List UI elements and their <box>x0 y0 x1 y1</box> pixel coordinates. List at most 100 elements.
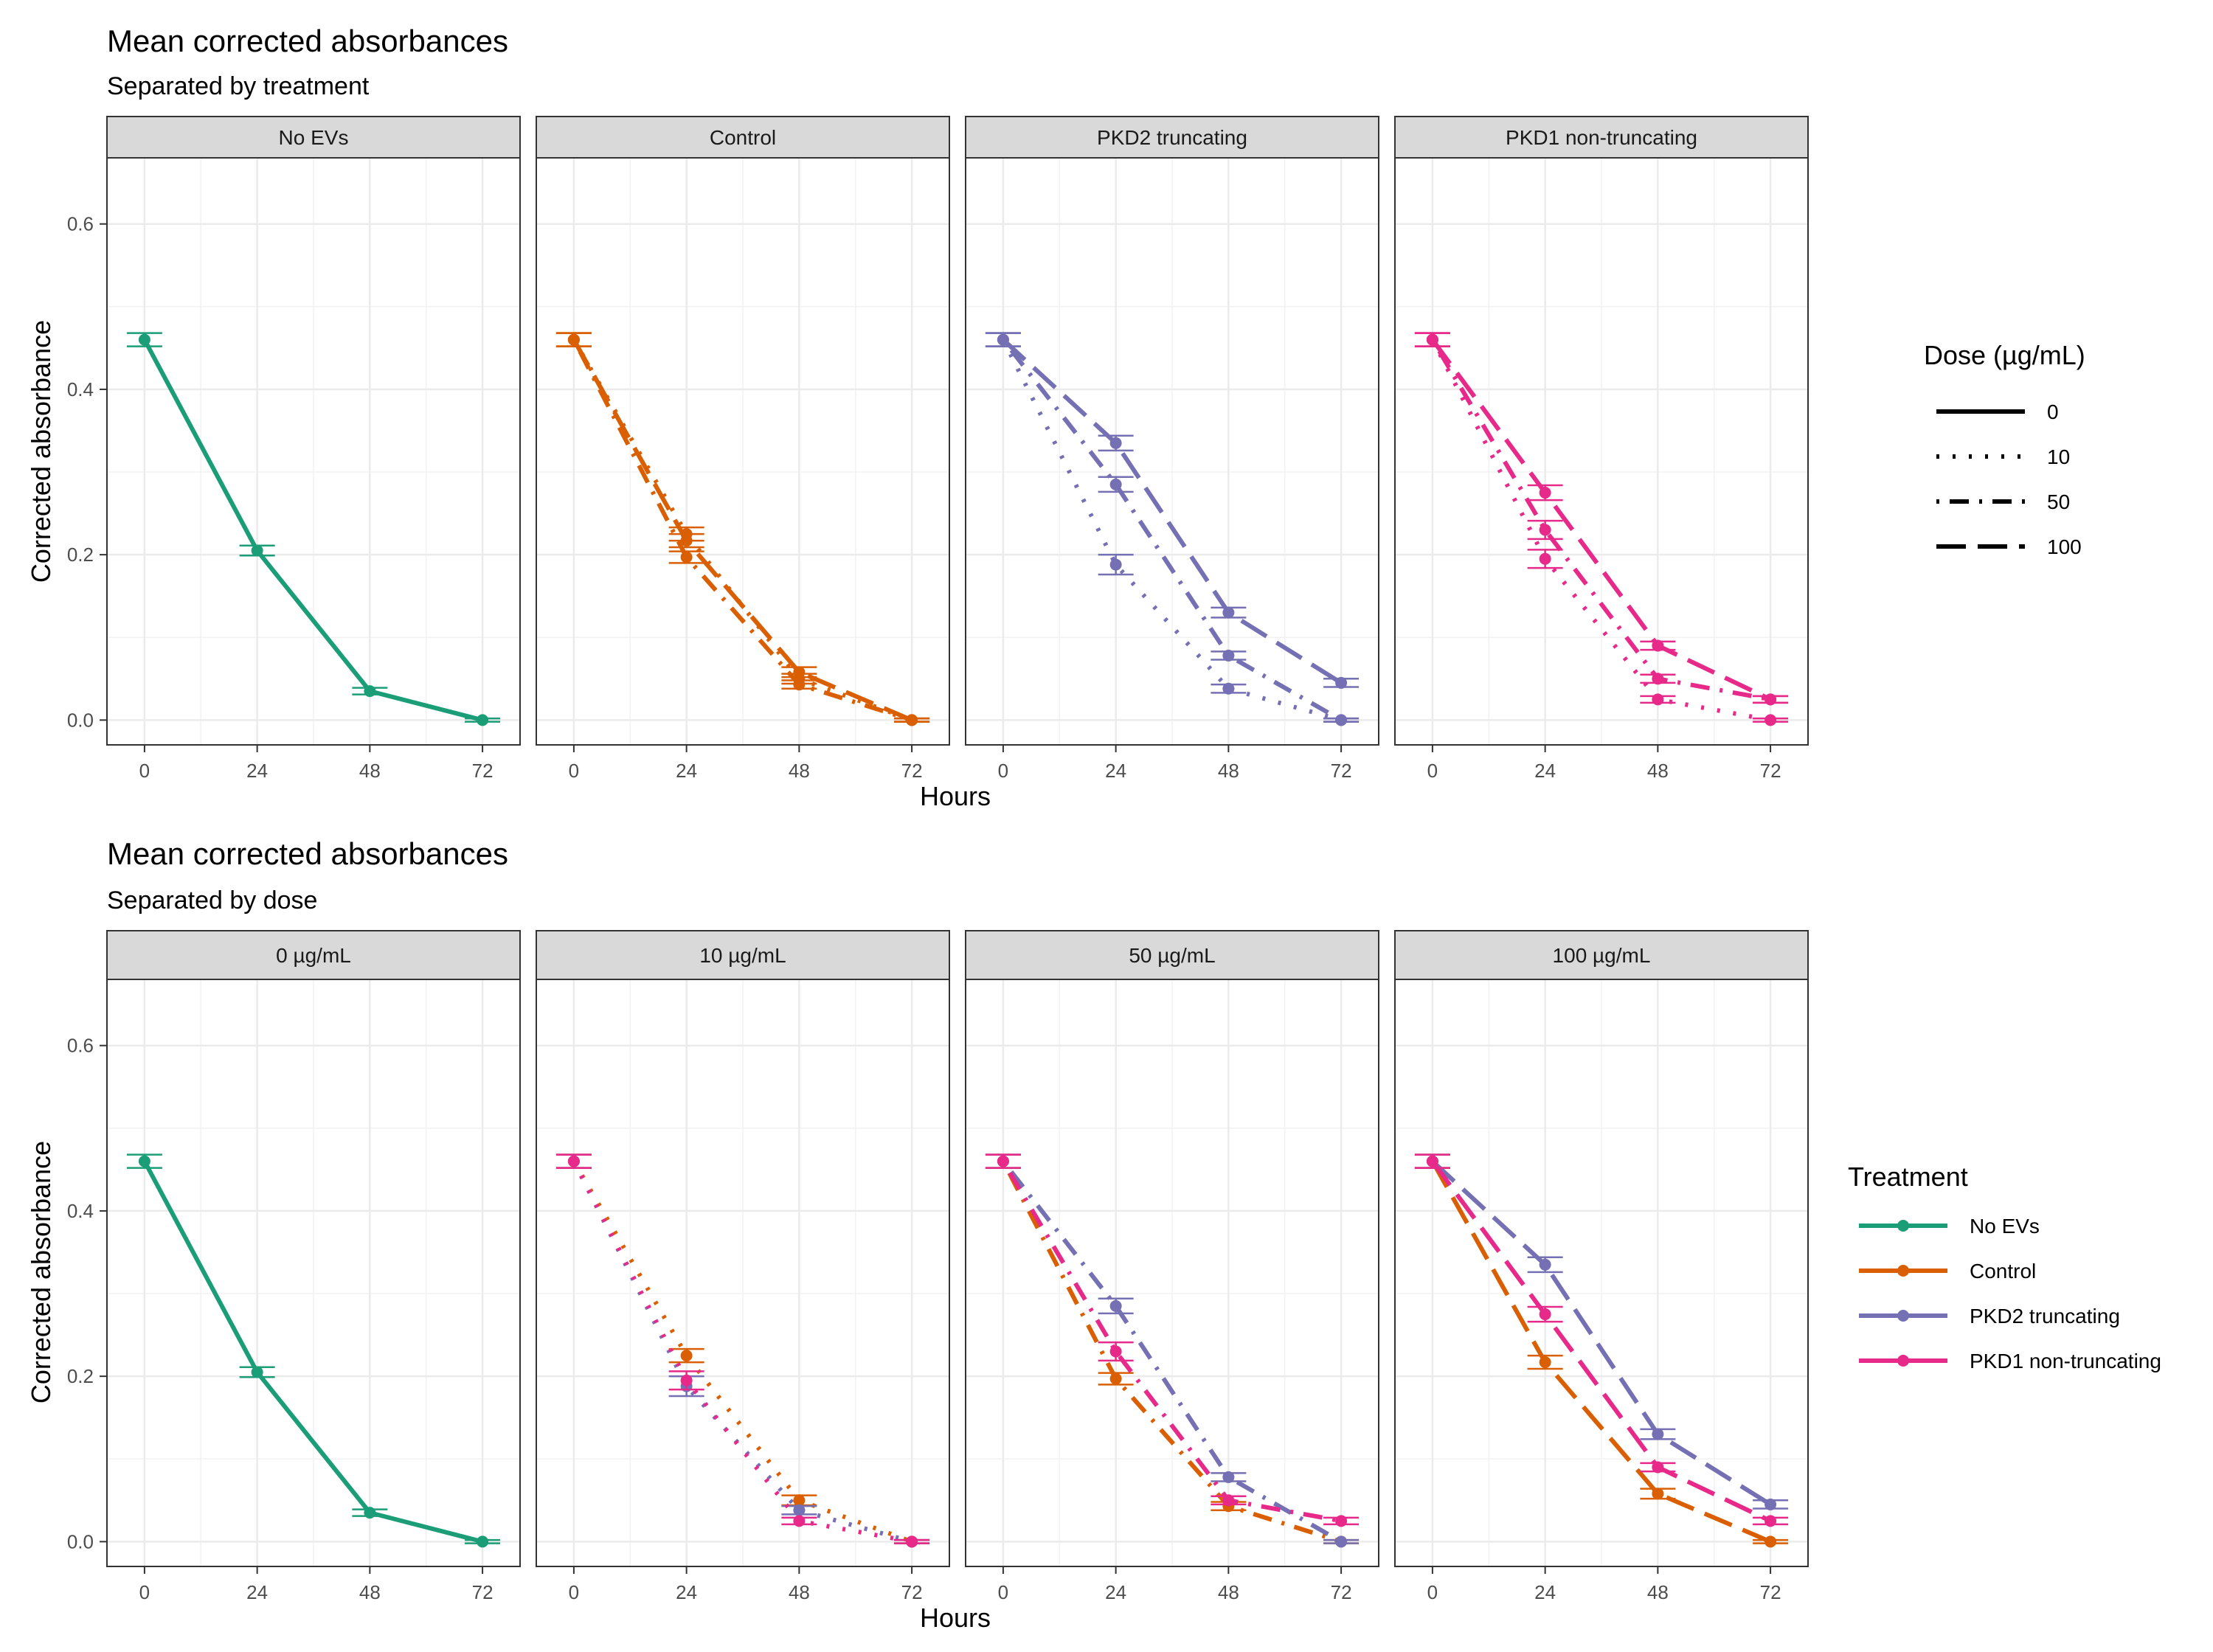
series-line <box>1430 339 1771 702</box>
data-point <box>793 666 806 678</box>
x-tick-label: 0 <box>1427 760 1438 782</box>
x-tick-label: 0 <box>569 760 579 782</box>
bottom-panel-1: 0 µg/mL 0 24 48 72 0.0 0.2 0.4 0.6 <box>67 930 521 1603</box>
panel-strip-label: No EVs <box>279 126 349 149</box>
y-tick-label: 0.6 <box>67 1035 94 1057</box>
treatment-legend-point <box>1897 1310 1909 1322</box>
x-tick-label: 24 <box>246 760 268 782</box>
series-line <box>142 1160 483 1544</box>
x-tick-label: 24 <box>1534 760 1556 782</box>
panel-border <box>965 157 1379 746</box>
x-tick-label: 72 <box>901 1581 923 1603</box>
panel-border <box>536 157 950 746</box>
data-point <box>1652 1461 1664 1474</box>
dose-legend: Dose (µg/mL) 0 10 50 100 <box>1924 340 2085 558</box>
treatment-legend-label: PKD1 non-truncating <box>1970 1350 2161 1372</box>
panel-strip <box>536 116 950 159</box>
treatment-legend: Treatment No EVs Control PKD2 truncating PK… <box>1848 1162 2161 1372</box>
series-line <box>1430 1159 1772 1507</box>
data-point <box>1539 1308 1551 1321</box>
x-tick-label: 0 <box>139 1581 150 1603</box>
series-3 <box>555 332 930 726</box>
x-tick-label: 72 <box>472 760 493 782</box>
top-panel-4: PKD1 non-truncating 0 24 48 72 <box>1394 116 1809 782</box>
panel-strip <box>1394 930 1809 980</box>
x-tick-label: 72 <box>1760 760 1781 782</box>
x-tick-label: 48 <box>359 760 381 782</box>
panel-strip-label: Control <box>710 126 776 149</box>
series-line <box>1001 1159 1343 1544</box>
treatment-legend-label: PKD2 truncating <box>1970 1305 2120 1328</box>
data-point <box>1764 714 1777 726</box>
data-point <box>1222 606 1235 619</box>
series-line <box>1430 1160 1772 1544</box>
panel-border <box>106 157 521 746</box>
data-point <box>567 1155 580 1167</box>
x-tick-label: 72 <box>901 760 923 782</box>
data-point <box>1222 649 1235 662</box>
data-point <box>1222 1494 1235 1507</box>
treatment-legend-label: Control <box>1970 1260 2036 1283</box>
x-tick-label: 48 <box>1218 1581 1239 1603</box>
dose-legend-label: 0 <box>2047 400 2059 423</box>
panel-strip <box>536 930 950 980</box>
data-point <box>1109 1372 1122 1385</box>
treatment-legend-point <box>1897 1220 1909 1232</box>
data-point <box>1764 1535 1777 1548</box>
series-line <box>1430 1159 1772 1524</box>
x-tick-label: 48 <box>1647 1581 1669 1603</box>
series-line <box>572 339 912 723</box>
data-point <box>906 1535 918 1548</box>
data-point <box>477 1535 489 1548</box>
data-point <box>1335 1535 1348 1548</box>
data-point <box>477 714 489 726</box>
x-tick-label: 48 <box>789 1581 810 1603</box>
data-point <box>1652 639 1664 652</box>
data-point <box>1764 693 1777 706</box>
y-tick-label: 0.4 <box>67 1200 94 1222</box>
data-point <box>997 1155 1009 1167</box>
panel-border <box>106 979 521 1567</box>
data-point <box>1652 1488 1664 1500</box>
data-point <box>138 1155 150 1167</box>
x-tick-label: 24 <box>1105 760 1126 782</box>
data-point <box>680 1374 693 1386</box>
x-tick-label: 24 <box>246 1581 268 1603</box>
series-7 <box>555 1153 930 1548</box>
data-point <box>364 1507 376 1519</box>
top-panel-1: No EVs 0 24 48 72 0.0 0.2 0.4 0.6 <box>67 116 521 782</box>
panel-strip <box>106 116 521 159</box>
treatment-legend-point <box>1897 1355 1909 1367</box>
x-tick-label: 48 <box>1218 760 1239 782</box>
treatment-legend-label: No EVs <box>1970 1215 2040 1238</box>
data-point <box>997 333 1009 346</box>
data-point <box>1652 693 1664 706</box>
y-tick-label: 0.6 <box>67 213 94 235</box>
data-point <box>251 1366 263 1378</box>
x-tick-label: 48 <box>789 760 810 782</box>
x-tick-label: 24 <box>676 760 697 782</box>
bottom-panel-3: 50 µg/mL 0 24 48 72 <box>965 930 1379 1603</box>
series-line <box>572 339 913 723</box>
series-0 <box>126 332 501 726</box>
panel-strip <box>1394 116 1809 159</box>
panel-border <box>965 979 1379 1567</box>
top-title: Mean corrected absorbances <box>107 24 508 58</box>
dose-legend-title: Dose (µg/mL) <box>1924 340 2085 370</box>
bottom-panels: 0 µg/mL 0 24 48 72 0.0 0.2 0.4 0.6 10 µg/mL 0 24 48 7… <box>67 930 1809 1603</box>
data-point <box>1109 1345 1122 1358</box>
data-point <box>680 1350 693 1362</box>
top-panel-2: Control 0 24 48 72 <box>536 116 950 782</box>
series-line <box>1430 338 1772 702</box>
data-point <box>1539 524 1551 536</box>
data-point <box>1109 437 1122 449</box>
data-point <box>364 685 376 698</box>
data-point <box>1539 1258 1551 1271</box>
series-9 <box>1414 332 1789 706</box>
series-line <box>1001 338 1343 722</box>
panel-strip-label: 100 µg/mL <box>1553 944 1651 967</box>
data-point <box>1764 1515 1777 1527</box>
x-tick-label: 72 <box>1331 760 1352 782</box>
